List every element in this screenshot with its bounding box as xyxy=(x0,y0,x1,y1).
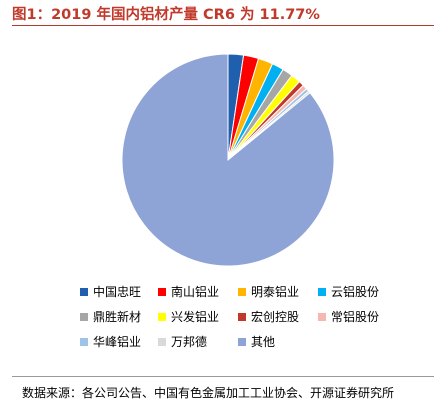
legend-swatch xyxy=(158,287,166,296)
legend-swatch xyxy=(318,287,326,296)
legend-label: 明泰铝业 xyxy=(251,285,300,299)
legend-item-4: 鼎胜新材 xyxy=(80,308,158,325)
legend-item-9: 万邦德 xyxy=(158,333,238,350)
legend-label: 其他 xyxy=(251,335,276,349)
legend-item-0: 中国忠旺 xyxy=(80,283,158,300)
figure-title: 图1：2019 年国内铝材产量 CR6 为 11.77% xyxy=(12,7,320,23)
legend-label: 兴发铝业 xyxy=(171,310,220,324)
legend-label: 华峰铝业 xyxy=(93,335,142,349)
legend-swatch xyxy=(238,312,246,321)
title-divider xyxy=(12,25,434,26)
source-note: 数据来源：各公司公告、中国有色金属加工工业协会、开源证券研究所 xyxy=(22,386,395,400)
source-divider xyxy=(12,376,434,377)
legend-item-7: 常铝股份 xyxy=(318,308,404,325)
legend-swatch xyxy=(80,337,88,346)
legend-swatch xyxy=(158,312,166,321)
legend-label: 南山铝业 xyxy=(171,285,220,299)
pie-chart xyxy=(121,53,335,267)
legend-label: 常铝股份 xyxy=(331,310,380,324)
legend-label: 万邦德 xyxy=(171,335,208,349)
legend-item-3: 云铝股份 xyxy=(318,283,404,300)
legend-item-1: 南山铝业 xyxy=(158,283,238,300)
legend-swatch xyxy=(80,287,88,296)
legend-item-2: 明泰铝业 xyxy=(238,283,318,300)
legend-label: 中国忠旺 xyxy=(93,285,142,299)
legend-item-10: 其他 xyxy=(238,333,318,350)
legend-label: 宏创控股 xyxy=(251,310,300,324)
legend-swatch xyxy=(80,312,88,321)
legend-label: 鼎胜新材 xyxy=(93,310,142,324)
legend-swatch xyxy=(238,287,246,296)
legend-swatch xyxy=(158,337,166,346)
legend-item-8: 华峰铝业 xyxy=(80,333,158,350)
legend-label: 云铝股份 xyxy=(331,285,380,299)
legend-item-6: 宏创控股 xyxy=(238,308,318,325)
legend-swatch xyxy=(318,312,326,321)
legend-swatch xyxy=(238,337,246,346)
legend-item-5: 兴发铝业 xyxy=(158,308,238,325)
chart-legend: 中国忠旺 南山铝业 明泰铝业 云铝股份鼎胜新材 兴发铝业 宏创控股 常铝股份华峰铝业 万邦德 其… xyxy=(80,283,410,350)
pie-slice-10 xyxy=(121,53,335,267)
